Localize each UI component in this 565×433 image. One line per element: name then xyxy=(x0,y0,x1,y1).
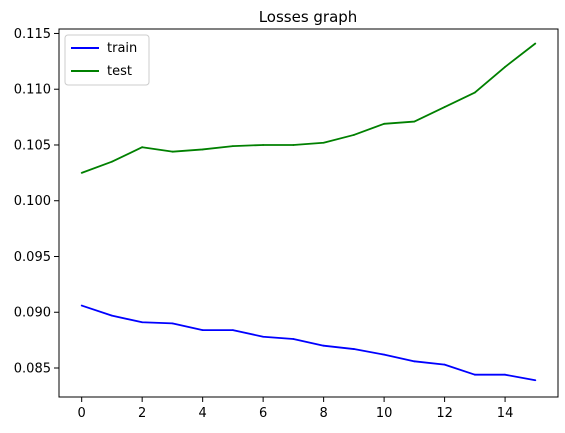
data-point-test xyxy=(504,66,506,68)
data-point-train xyxy=(352,348,355,350)
data-point-train xyxy=(262,335,265,338)
data-point-test xyxy=(383,122,386,125)
data-point-test xyxy=(534,42,537,45)
data-point-test xyxy=(111,160,113,163)
y-tick-label: 0.100 xyxy=(14,194,51,209)
x-tick-label: 2 xyxy=(138,406,146,421)
data-point-test xyxy=(352,134,355,136)
data-point-test xyxy=(292,144,295,146)
chart-title: Losses graph xyxy=(259,8,358,26)
x-axis: 0 2 4 6 8 10 12 14 xyxy=(78,397,514,421)
y-tick-label: 0.090 xyxy=(14,306,51,321)
data-point-test xyxy=(171,150,174,153)
x-tick-label: 4 xyxy=(199,406,207,421)
data-point-train xyxy=(201,329,204,331)
data-point-train xyxy=(292,338,295,340)
data-point-train xyxy=(141,321,144,324)
data-point-train xyxy=(534,379,537,382)
x-tick-label: 10 xyxy=(376,406,393,421)
x-tick-label: 0 xyxy=(78,406,86,421)
plot-frame xyxy=(58,28,559,398)
data-point-train xyxy=(504,373,506,376)
data-point-test xyxy=(322,141,325,144)
data-point-train xyxy=(473,373,476,376)
data-point-test xyxy=(201,148,204,151)
data-point-train xyxy=(171,322,174,325)
series-layer xyxy=(80,42,537,382)
data-point-test xyxy=(80,171,83,174)
data-point-train xyxy=(443,363,446,366)
data-point-train xyxy=(80,304,83,307)
x-tick-label: 14 xyxy=(497,406,514,421)
y-tick-label: 0.115 xyxy=(14,27,51,42)
legend: train test xyxy=(64,34,150,86)
x-tick-label: 12 xyxy=(436,406,453,421)
data-point-train xyxy=(413,360,416,363)
y-tick-label: 0.105 xyxy=(14,138,51,153)
y-tick-label: 0.095 xyxy=(14,250,51,265)
data-point-test xyxy=(443,106,446,108)
data-point-test xyxy=(231,145,234,147)
data-point-test xyxy=(473,91,476,94)
series-line-train xyxy=(81,304,536,382)
y-axis: 0.085 0.090 0.095 0.100 0.105 0.110 0.115 xyxy=(14,27,59,377)
data-point-test xyxy=(141,146,144,149)
legend-label-train: train xyxy=(107,41,137,56)
data-point-train xyxy=(322,344,325,347)
x-tick-label: 6 xyxy=(259,406,267,421)
series-line-test xyxy=(81,42,536,174)
data-point-test xyxy=(262,144,265,146)
data-point-train xyxy=(111,314,113,317)
data-point-train xyxy=(231,329,234,331)
legend-label-test: test xyxy=(107,64,132,79)
x-tick-label: 8 xyxy=(319,406,327,421)
y-tick-label: 0.110 xyxy=(14,83,51,98)
data-point-test xyxy=(413,120,416,123)
y-tick-label: 0.085 xyxy=(14,362,51,377)
data-point-train xyxy=(383,353,386,356)
